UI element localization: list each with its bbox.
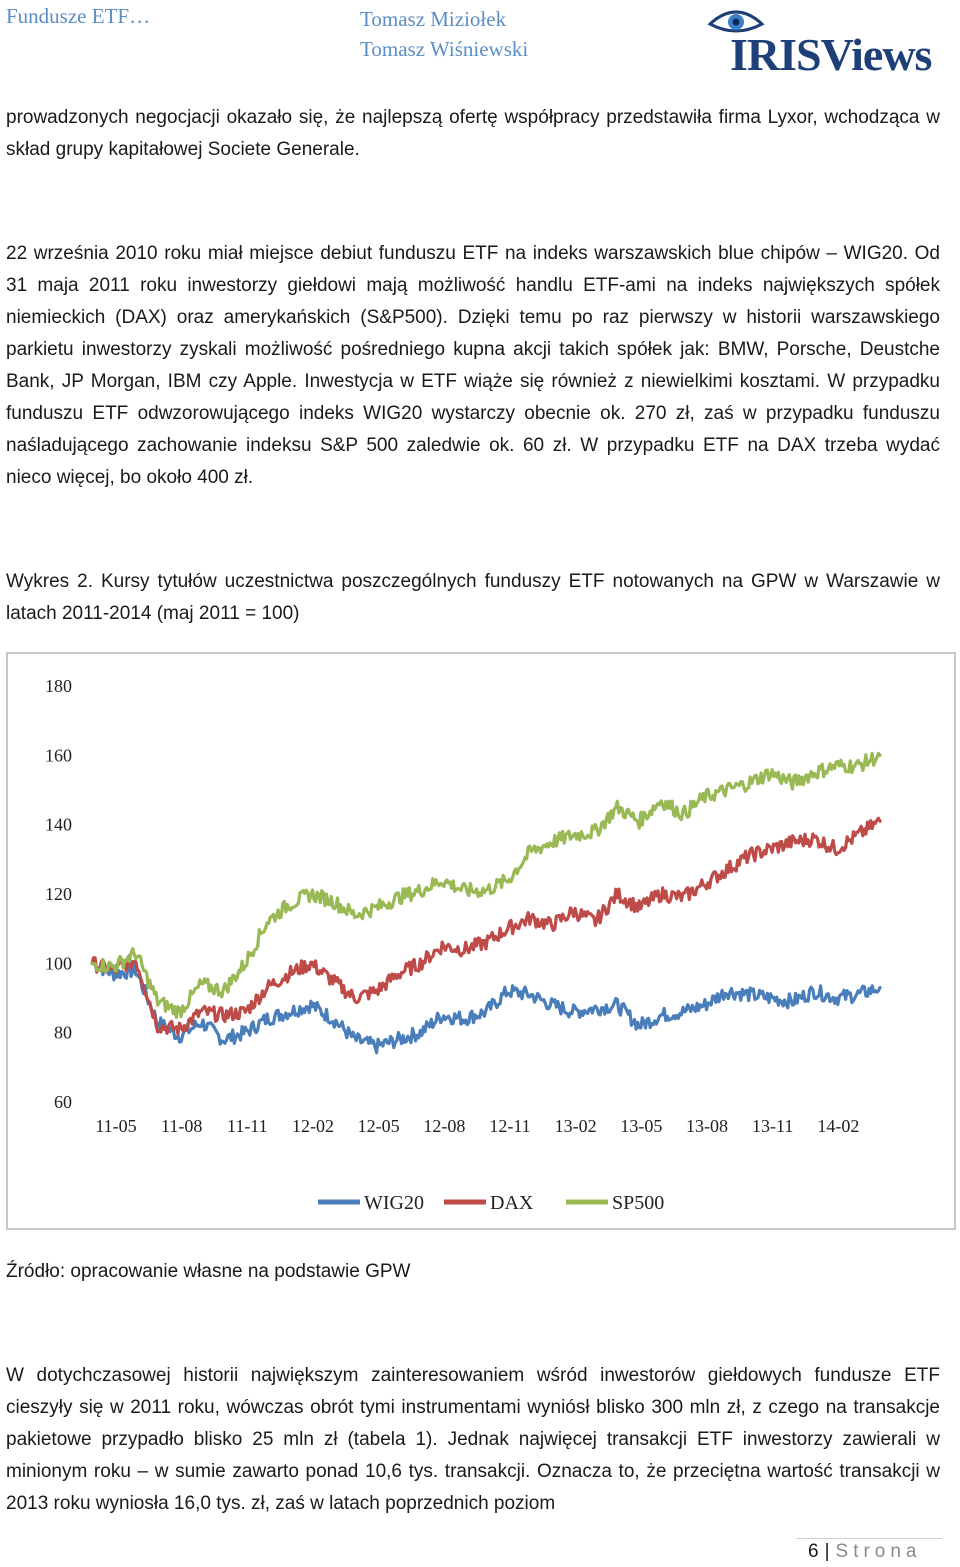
x-tick-label: 11-05 (95, 1116, 136, 1136)
legend-label-sp500: SP500 (612, 1192, 664, 1214)
x-tick-label: 11-11 (227, 1116, 268, 1136)
x-tick-label: 13-02 (555, 1116, 597, 1136)
page-footer: 6 | Strona (808, 1541, 922, 1562)
x-tick-label: 12-02 (292, 1116, 334, 1136)
legend-label-dax: DAX (490, 1192, 534, 1214)
eye-icon (707, 10, 765, 33)
page-label: Strona (835, 1541, 922, 1562)
logo-text: IRISViews (730, 29, 932, 80)
irisviews-logo: IRISViews (706, 4, 938, 80)
x-tick-label: 13-11 (752, 1116, 793, 1136)
page-number: 6 (808, 1541, 819, 1562)
x-tick-label: 13-08 (686, 1116, 728, 1136)
x-tick-label: 12-05 (358, 1116, 400, 1136)
x-tick-label: 12-08 (423, 1116, 465, 1136)
chart-canvas: 180 160 140 120 100 80 60 11-05 11-08 11-11 12-02 1… (45, 676, 882, 1214)
series-line-wig20 (90, 961, 882, 1055)
x-tick-label: 11-08 (161, 1116, 202, 1136)
chart-caption: Wykres 2. Kursy tytułów uczestnictwa pos… (6, 571, 940, 624)
y-tick-label: 120 (45, 884, 72, 904)
y-tick-label: 160 (45, 745, 72, 765)
header-title: Fundusze ETF… (6, 4, 151, 28)
paragraph-turnover: W dotychczasowej historii największym za… (6, 1365, 940, 1514)
series-line-dax (90, 816, 882, 1036)
y-tick-label: 80 (54, 1023, 72, 1043)
y-tick-label: 100 (45, 953, 72, 973)
x-tick-label: 14-02 (817, 1116, 859, 1136)
chart-source: Źródło: opracowanie własne na podstawie … (6, 1261, 411, 1282)
legend-label-wig20: WIG20 (364, 1192, 424, 1214)
footer-divider (796, 1538, 942, 1539)
paragraph-intro: prowadzonych negocjacji okazało się, że … (6, 107, 940, 160)
y-tick-label: 60 (54, 1092, 72, 1112)
header-author-2: Tomasz Wiśniewski (360, 37, 529, 61)
x-tick-label: 12-11 (489, 1116, 530, 1136)
paragraph-etf-history: 22 września 2010 roku miał miejsce debiu… (6, 243, 940, 488)
y-tick-label: 180 (45, 676, 72, 696)
header-author-1: Tomasz Miziołek (360, 7, 507, 31)
y-tick-label: 140 (45, 815, 72, 835)
series-line-sp500 (90, 751, 882, 1019)
etf-chart: 180 160 140 120 100 80 60 11-05 11-08 11-11 12-02 1… (6, 652, 956, 1230)
x-tick-label: 13-05 (620, 1116, 662, 1136)
header-authors: Tomasz Miziołek Tomasz Wiśniewski (360, 4, 528, 64)
